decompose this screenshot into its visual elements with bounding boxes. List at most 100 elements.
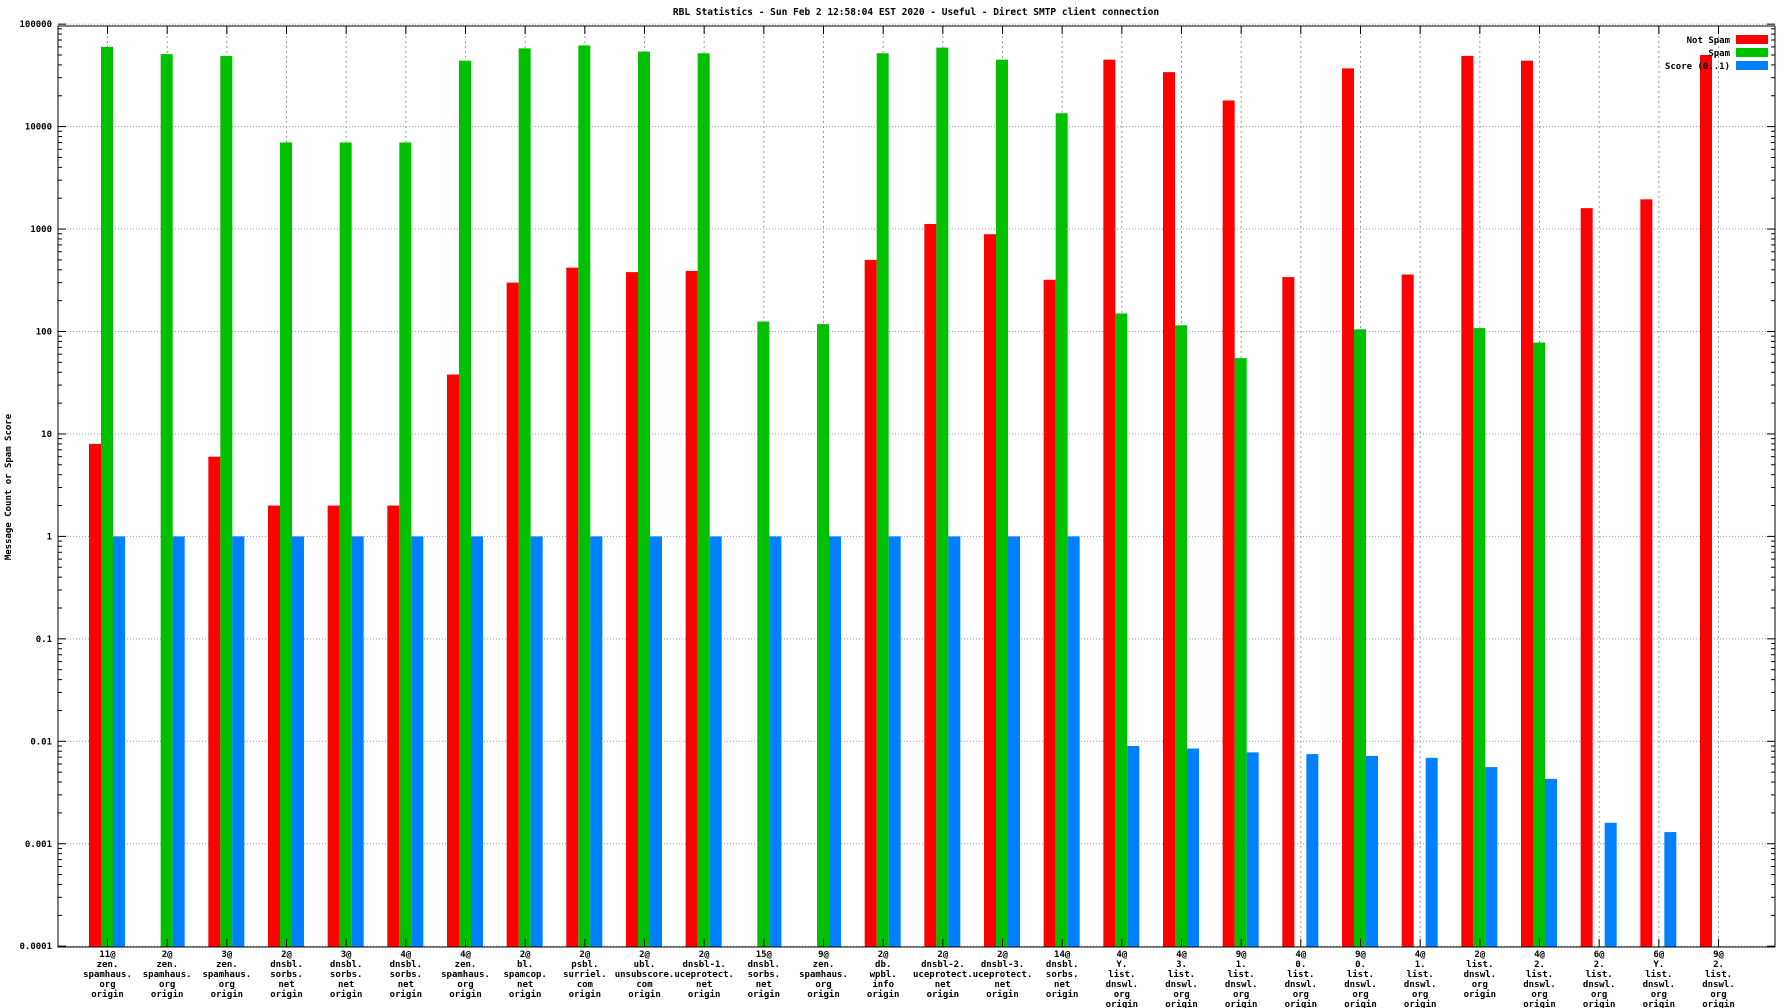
bar-spam [1115, 313, 1128, 947]
bar-score-0-1 [1187, 748, 1199, 947]
x-tick-label: 2. [1594, 960, 1605, 970]
x-tick-label: bl. [517, 960, 533, 970]
legend-swatch-not-spam [1736, 35, 1768, 44]
bar-not-spam [1700, 54, 1712, 947]
legend-label-score: Score (0..1) [1665, 62, 1730, 72]
x-tick-label: origin [211, 989, 244, 1000]
x-tick-label: origin [1046, 989, 1079, 1000]
y-tick-label: 0.1 [36, 635, 52, 645]
x-tick-label: origin [1344, 999, 1377, 1008]
x-tick-label: spamhaus. [83, 970, 132, 980]
bar-spam [1234, 358, 1247, 947]
x-tick-label: origin [1285, 999, 1318, 1008]
x-tick-label: dnswl. [1702, 980, 1735, 990]
bar-score-0-1 [829, 536, 841, 947]
bar-layer [89, 45, 1712, 947]
x-tick-label: 3@ [341, 950, 352, 960]
x-tick-label: spamhaus. [143, 970, 192, 980]
x-tick-label: 3@ [221, 950, 232, 960]
x-tick-label: 2@ [997, 950, 1008, 960]
x-tick-label: origin [927, 989, 960, 1000]
x-tick-label: org [1352, 990, 1368, 1000]
bar-not-spam [447, 374, 459, 947]
bar-not-spam [1163, 72, 1175, 947]
x-tick-label: origin [1165, 999, 1198, 1008]
tick-layer [58, 23, 1775, 947]
x-tick-label: zen. [216, 960, 238, 970]
x-tick-label: sorbs. [1046, 970, 1079, 980]
bar-spam [817, 324, 829, 947]
x-tick-label: org [1173, 990, 1189, 1000]
x-tick-label: org [1651, 990, 1667, 1000]
x-tick-label: origin [1702, 999, 1735, 1008]
x-tick-label: net [696, 980, 712, 990]
x-tick-label: org [1114, 990, 1130, 1000]
x-tick-label: origin [807, 989, 840, 1000]
bar-spam [399, 142, 412, 947]
x-tick-label: surriel. [563, 969, 606, 980]
x-tick-label: sorbs. [748, 970, 781, 980]
x-tick-label: dnswl. [1225, 980, 1258, 990]
x-tick-label: list. [1645, 969, 1672, 980]
bar-spam [1354, 329, 1366, 947]
y-tick-label: 0.0001 [19, 942, 52, 952]
x-tick-label: 2@ [699, 950, 710, 960]
bar-not-spam [1521, 60, 1533, 947]
bar-not-spam [387, 505, 400, 947]
x-tick-label: net [994, 980, 1010, 990]
x-tick-label: 9@ [818, 950, 829, 960]
x-tick-label: origin [986, 989, 1019, 1000]
x-tick-label: com [636, 980, 653, 990]
bar-score-0-1 [1067, 536, 1080, 947]
x-tick-label: 15@ [756, 950, 773, 960]
bar-score-0-1 [1425, 757, 1438, 947]
x-tick-label: psbl. [571, 960, 598, 970]
x-tick-label: 11@ [99, 950, 116, 960]
x-tick-label: 4@ [460, 950, 471, 960]
legend: Not Spam Spam Score (0..1) [1665, 35, 1768, 72]
bar-spam [578, 45, 591, 947]
x-tick-label: spamcop. [503, 970, 546, 980]
bar-score-0-1 [1545, 778, 1557, 947]
x-tick-label: sorbs. [330, 970, 363, 980]
x-tick-label: origin [1583, 999, 1616, 1008]
bar-score-0-1 [1604, 822, 1617, 947]
bar-spam [220, 55, 233, 947]
x-tick-label: net [398, 980, 414, 990]
x-tick-label: origin [151, 989, 184, 1000]
x-tick-label: origin [1225, 999, 1258, 1008]
x-tick-label: dnswl. [1285, 980, 1318, 990]
x-tick-label: wpbl. [870, 970, 897, 980]
grid-layer [58, 23, 1775, 947]
x-tick-label: 2@ [520, 950, 531, 960]
bar-score-0-1 [172, 536, 185, 947]
x-tick-label: list. [1466, 959, 1493, 970]
x-tick-label: net [278, 980, 294, 990]
x-tick-label: 0. [1295, 960, 1306, 970]
bar-not-spam [984, 234, 996, 947]
x-tick-label: dnsbl. [270, 960, 303, 970]
y-tick-label: 0.01 [30, 737, 52, 747]
y-tick-label: 10000 [25, 123, 52, 133]
x-tick-label: org [1472, 980, 1488, 990]
bar-not-spam [1461, 55, 1474, 947]
x-tick-label: 4@ [1534, 950, 1545, 960]
x-tick-label: net [338, 980, 354, 990]
x-tick-label: 2@ [579, 950, 590, 960]
x-tick-label: dnsbl-1. [682, 960, 725, 970]
x-tick-label: origin [569, 989, 602, 1000]
x-tick-label: dnswl. [1165, 980, 1198, 990]
y-axis-label: Message Count or Spam Score [4, 413, 14, 560]
x-tick-label: spamhaus. [441, 970, 490, 980]
bar-not-spam [1043, 279, 1056, 947]
x-tick-label: org [219, 980, 235, 990]
x-tick-label: db. [875, 960, 891, 970]
bar-score-0-1 [232, 536, 245, 947]
x-tick-label: origin [628, 989, 661, 1000]
bar-spam [518, 48, 531, 947]
x-tick-label: dnsbl-2. [921, 960, 964, 970]
x-tick-label: list. [1168, 969, 1195, 980]
bar-spam [697, 53, 710, 947]
bar-not-spam [1401, 274, 1414, 947]
